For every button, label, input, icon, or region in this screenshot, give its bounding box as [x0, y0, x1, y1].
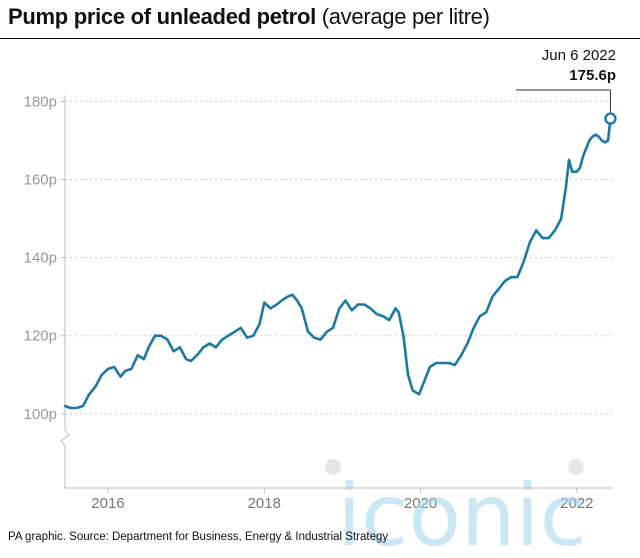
- title-divider: [0, 38, 640, 39]
- series-line: [63, 117, 612, 410]
- annotation-marker: [604, 112, 617, 125]
- chart-title-main: Pump price of unleaded petrol: [8, 4, 316, 29]
- annotation-layer: Jun 6 2022 175.6p: [516, 47, 617, 125]
- line-chart: 100p 120p 140p 160p 180p 2016 2018 2020 2022 Ju…: [24, 47, 617, 512]
- chart-title: Pump price of unleaded petrol (average p…: [8, 4, 490, 30]
- gridlines: [65, 100, 612, 415]
- y-tick-label: 160p: [24, 172, 57, 189]
- y-tick-label: 100p: [24, 406, 57, 423]
- x-tick-label: 2020: [404, 495, 437, 512]
- annotation-value: 175.6p: [569, 67, 616, 84]
- x-tick-label: 2022: [560, 495, 593, 512]
- y-tick-label: 180p: [24, 93, 57, 110]
- y-tick-label: 120p: [24, 328, 57, 345]
- x-tick-label: 2016: [91, 495, 124, 512]
- x-axis: 2016 2018 2020 2022: [65, 487, 612, 512]
- x-tick-label: 2018: [248, 495, 281, 512]
- chart-title-subtitle: (average per litre): [321, 4, 490, 29]
- source-note: PA graphic. Source: Department for Busin…: [8, 531, 389, 543]
- series-layer: [63, 117, 612, 410]
- annotation-date: Jun 6 2022: [542, 47, 616, 64]
- y-axis-line: [60, 95, 70, 488]
- y-tick-label: 140p: [24, 250, 57, 267]
- y-axis: 100p 120p 140p 160p 180p: [24, 93, 70, 488]
